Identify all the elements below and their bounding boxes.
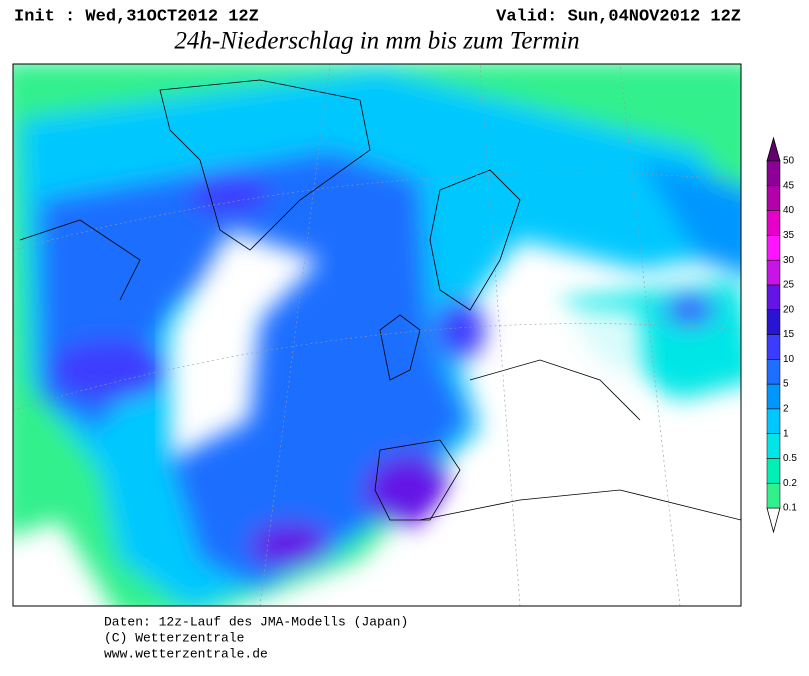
colorbar-label: 20 bbox=[783, 304, 795, 315]
colorbar-label: 10 bbox=[783, 354, 795, 365]
valid-time: Valid: Sun,04NOV2012 12Z bbox=[496, 7, 741, 26]
footer-line: Daten: 12z-Lauf des JMA-Modells (Japan) bbox=[104, 614, 408, 629]
footer-line: (C) Wetterzentrale bbox=[104, 630, 244, 645]
colorbar-label: 1 bbox=[783, 428, 789, 439]
colorbar-under bbox=[766, 507, 781, 534]
colorbar-over bbox=[766, 136, 781, 162]
colorbar-segment bbox=[766, 433, 781, 459]
init-time: Init : Wed,31OCT2012 12Z bbox=[14, 7, 259, 26]
map-title: 24h-Niederschlag in mm bis zum Termin bbox=[174, 28, 579, 55]
colorbar-label: 0.5 bbox=[783, 453, 797, 464]
colorbar-segment bbox=[766, 359, 781, 385]
colorbar-label: 5 bbox=[783, 379, 789, 390]
colorbar-segment bbox=[766, 259, 781, 286]
graticule bbox=[13, 64, 741, 606]
coastlines bbox=[19, 79, 741, 521]
precipitation-field bbox=[13, 64, 741, 606]
colorbar-segment bbox=[766, 458, 781, 484]
colorbar-segment bbox=[766, 482, 781, 509]
footer-line: www.wetterzentrale.de bbox=[104, 646, 268, 661]
colorbar-segment bbox=[766, 334, 781, 360]
colorbar-label: 40 bbox=[783, 205, 795, 216]
colorbar-label: 15 bbox=[783, 329, 795, 340]
colorbar-label: 2 bbox=[783, 403, 789, 414]
colorbar-label: 35 bbox=[783, 230, 795, 241]
colorbar-segment bbox=[766, 210, 781, 236]
map-frame bbox=[12, 63, 742, 607]
colorbar-label: 25 bbox=[783, 280, 795, 291]
colorbar-segment bbox=[766, 383, 781, 410]
colorbar-label: 0.2 bbox=[783, 478, 797, 489]
colorbar-label: 0.1 bbox=[783, 503, 797, 514]
colorbar-segment bbox=[766, 185, 781, 211]
colorbar-label: 45 bbox=[783, 180, 795, 191]
colorbar-label: 30 bbox=[783, 255, 795, 266]
colorbar-segment bbox=[766, 235, 781, 261]
colorbar-segment bbox=[766, 160, 781, 187]
colorbar-label: 50 bbox=[783, 156, 795, 167]
colorbar-segment bbox=[766, 408, 781, 434]
footer: Daten: 12z-Lauf des JMA-Modells (Japan)(… bbox=[104, 614, 408, 661]
colorbar-segment bbox=[766, 309, 781, 335]
colorbar-segment bbox=[766, 284, 781, 310]
